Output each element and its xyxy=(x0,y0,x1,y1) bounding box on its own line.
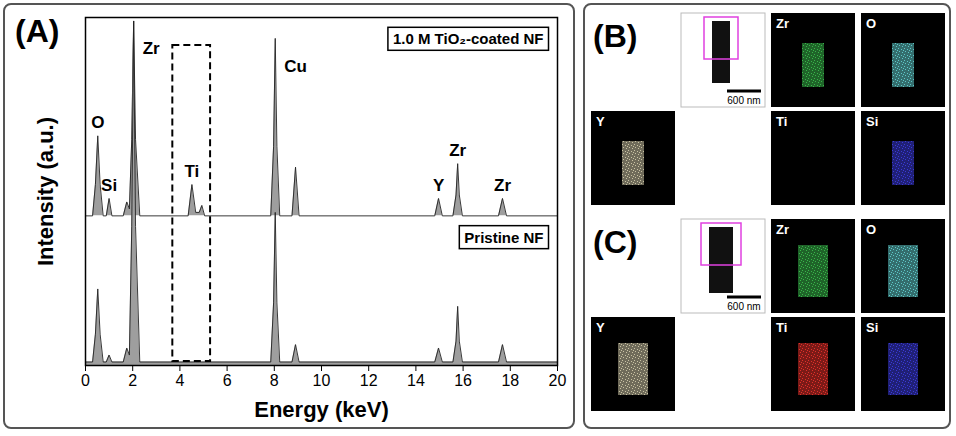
svg-text:Ti: Ti xyxy=(776,114,787,129)
svg-text:0: 0 xyxy=(81,372,90,389)
svg-text:Zr: Zr xyxy=(776,222,789,237)
svg-text:O: O xyxy=(91,113,104,132)
svg-text:O: O xyxy=(866,16,876,31)
svg-text:8: 8 xyxy=(270,372,279,389)
svg-text:2: 2 xyxy=(128,372,137,389)
svg-text:Ti: Ti xyxy=(776,320,787,335)
svg-text:18: 18 xyxy=(501,372,519,389)
svg-text:Zr: Zr xyxy=(494,176,511,195)
svg-text:(B): (B) xyxy=(593,18,637,54)
svg-text:Zr: Zr xyxy=(776,16,789,31)
svg-text:Ti: Ti xyxy=(185,162,200,181)
svg-text:Zr: Zr xyxy=(143,39,160,58)
svg-text:Zr: Zr xyxy=(449,141,466,160)
svg-text:12: 12 xyxy=(360,372,378,389)
svg-text:(C): (C) xyxy=(593,224,637,260)
svg-text:Si: Si xyxy=(866,114,878,129)
svg-text:14: 14 xyxy=(407,372,425,389)
svg-text:Si: Si xyxy=(866,320,878,335)
svg-text:16: 16 xyxy=(454,372,472,389)
svg-text:20: 20 xyxy=(549,372,567,389)
svg-text:600 nm: 600 nm xyxy=(727,301,760,312)
svg-text:Intensity (a.u.): Intensity (a.u.) xyxy=(33,117,58,266)
html-text:(A): (A) xyxy=(15,13,60,49)
svg-text:4: 4 xyxy=(175,372,184,389)
svg-text:Y: Y xyxy=(433,176,445,195)
svg-text:1.0 M TiO₂-coated NF: 1.0 M TiO₂-coated NF xyxy=(393,30,544,47)
svg-text:600 nm: 600 nm xyxy=(727,95,760,106)
svg-text:Pristine NF: Pristine NF xyxy=(464,229,543,246)
svg-text:Si: Si xyxy=(101,176,117,195)
svg-text:O: O xyxy=(866,222,876,237)
svg-text:Y: Y xyxy=(596,320,605,335)
svg-text:6: 6 xyxy=(223,372,232,389)
svg-text:Y: Y xyxy=(596,114,605,129)
svg-text:10: 10 xyxy=(313,372,331,389)
svg-text:Cu: Cu xyxy=(284,57,307,76)
svg-text:Energy (keV): Energy (keV) xyxy=(254,397,389,422)
